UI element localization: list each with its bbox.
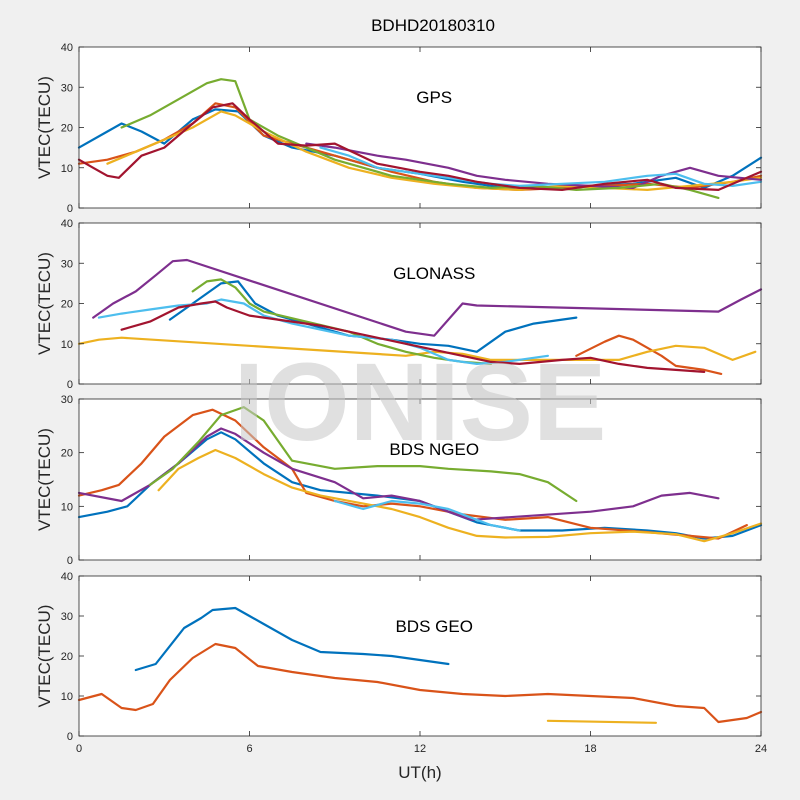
series-line-6 xyxy=(319,146,763,187)
y-tick-label: 30 xyxy=(61,611,73,623)
panel-label: GPS xyxy=(416,88,452,107)
panel-label: GLONASS xyxy=(393,264,475,283)
x-tick-label: 0 xyxy=(76,743,82,755)
series-line-6 xyxy=(97,298,549,365)
panels: 0 10 20 30 40 VTEC(TECU) GPS 0 10 20 30 40 VTEC(TECU… xyxy=(35,42,767,755)
y-tick-label: 20 xyxy=(61,123,73,135)
series-line-3 xyxy=(157,448,763,543)
panel-label: BDS NGEO xyxy=(389,440,479,459)
y-tick-label: 40 xyxy=(61,218,73,230)
series-line-7 xyxy=(77,102,763,191)
series-line-2 xyxy=(575,334,723,375)
x-tick-label: 24 xyxy=(755,743,767,755)
panel-1: 0 10 20 30 40 VTEC(TECU) GPS xyxy=(35,42,763,215)
y-tick-label: 20 xyxy=(61,299,73,311)
figure-title: BDHD20180310 xyxy=(371,16,495,35)
x-tick-label: 6 xyxy=(246,743,252,755)
panel-4: 0 6 12 18 24 0 10 20 30 40 VTEC(TECU) BDS GEO xyxy=(35,571,767,755)
series-line-4 xyxy=(92,258,763,337)
y-tick-label: 30 xyxy=(61,82,73,94)
x-tick-label: 12 xyxy=(414,743,426,755)
series-line-3 xyxy=(106,110,763,191)
series-line-1 xyxy=(134,606,450,672)
y-tick-label: 0 xyxy=(67,379,73,391)
y-tick-label: 0 xyxy=(67,555,73,567)
y-tick-label: 30 xyxy=(61,394,73,406)
panel-label: BDS GEO xyxy=(395,617,472,636)
series-line-7 xyxy=(120,300,706,373)
y-tick-label: 30 xyxy=(61,258,73,270)
series-line-6 xyxy=(333,499,521,532)
panel-2: 0 10 20 30 40 VTEC(TECU) GLONASS xyxy=(35,218,763,391)
x-axis-label: UT(h) xyxy=(398,763,441,782)
y-axis-label: VTEC(TECU) xyxy=(35,252,54,355)
y-tick-label: 10 xyxy=(61,163,73,175)
series-line-3 xyxy=(546,719,657,724)
y-tick-label: 10 xyxy=(61,691,73,703)
watermark-text: IONISE xyxy=(234,341,607,464)
series-line-4 xyxy=(305,142,763,189)
y-tick-label: 0 xyxy=(67,731,73,743)
y-axis-label: VTEC(TECU) xyxy=(35,605,54,708)
y-tick-label: 10 xyxy=(61,501,73,513)
y-tick-label: 0 xyxy=(67,203,73,215)
panel-3: 0 10 20 30 VTEC(TECU) BDS NGEO xyxy=(35,394,763,567)
y-tick-label: 10 xyxy=(61,339,73,351)
series-line-5 xyxy=(120,78,720,199)
series-line-5 xyxy=(191,278,493,365)
y-tick-label: 40 xyxy=(61,571,73,583)
x-tick-label: 18 xyxy=(584,743,596,755)
series-line-3 xyxy=(77,336,757,361)
y-axis-label: VTEC(TECU) xyxy=(35,428,54,531)
y-tick-label: 40 xyxy=(61,42,73,54)
y-tick-label: 20 xyxy=(61,651,73,663)
y-axis-label: VTEC(TECU) xyxy=(35,76,54,179)
y-tick-label: 20 xyxy=(61,448,73,460)
plot-area xyxy=(79,576,761,736)
series-line-2 xyxy=(77,642,763,724)
series-line-5 xyxy=(148,406,578,503)
